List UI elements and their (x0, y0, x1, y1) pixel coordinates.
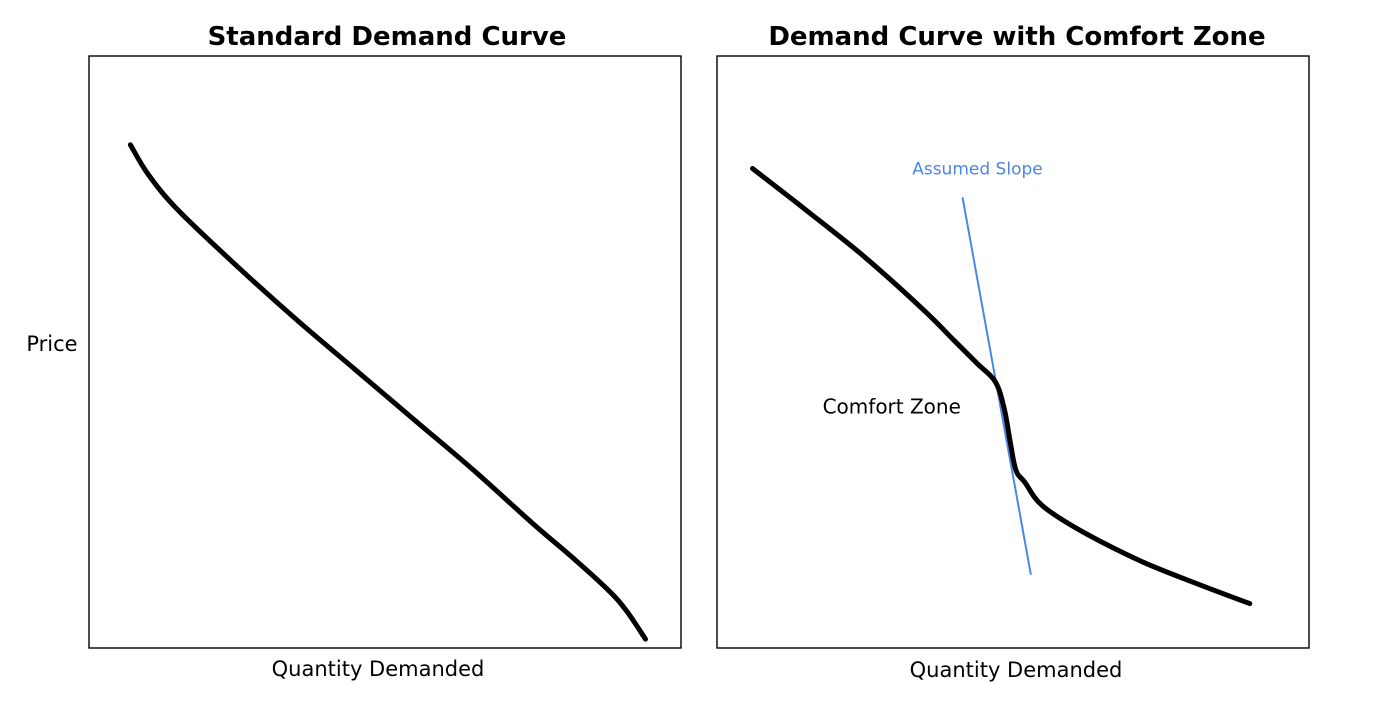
left-y-axis-label: Price (26, 332, 77, 356)
left-plot-frame (88, 55, 682, 649)
left-x-axis-label: Quantity Demanded (272, 657, 485, 681)
left-demand-curve (127, 142, 648, 642)
assumed-slope-label: Assumed Slope (912, 159, 1043, 179)
comfort-zone-label: Comfort Zone (823, 394, 961, 418)
comfort-zone-demand-curve (750, 166, 1253, 607)
left-chart-title: Standard Demand Curve (208, 22, 567, 52)
right-plot-frame (716, 55, 1310, 649)
right-chart-title: Demand Curve with Comfort Zone (768, 22, 1265, 52)
right-x-axis-label: Quantity Demanded (910, 658, 1123, 682)
